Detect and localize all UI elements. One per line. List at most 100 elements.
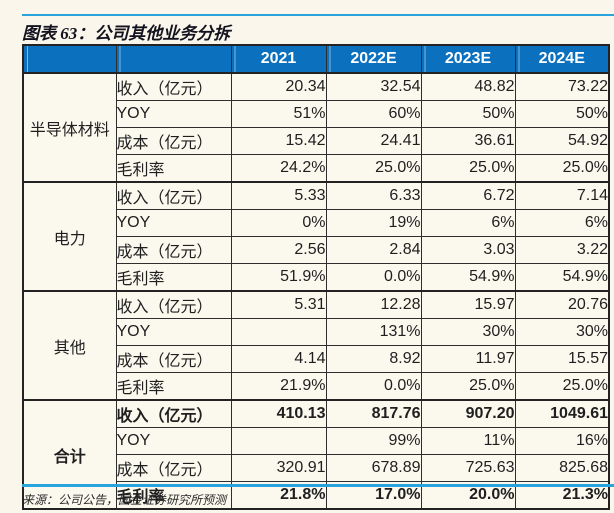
- metric-label-cell: 毛利率: [115, 154, 232, 183]
- value-cell: 51.9%: [230, 263, 327, 292]
- value-cell: 15.97: [420, 290, 516, 319]
- value-cell: 25.0%: [420, 372, 516, 401]
- value-cell: 0.0%: [325, 263, 422, 292]
- value-cell: 6%: [420, 209, 516, 237]
- value-cell: 15.57: [514, 345, 610, 373]
- group-label-cell: 合计: [22, 399, 117, 510]
- metric-label-cell: 收入（亿元）: [115, 399, 232, 428]
- business-breakdown-table: 2021 2022E 2023E 2024E 半导体材料 收入（亿元） 20.3…: [22, 44, 610, 510]
- top-accent-line: [22, 14, 614, 16]
- value-cell: 54.9%: [420, 263, 516, 292]
- value-cell: 15.42: [230, 127, 327, 155]
- table-row: 毛利率 24.2% 25.0% 25.0% 25.0%: [23, 154, 610, 183]
- metric-label-cell: 成本（亿元）: [115, 236, 232, 264]
- value-cell: 16%: [514, 427, 610, 455]
- value-cell: 7.14: [514, 181, 610, 210]
- metric-label-cell: YOY: [115, 427, 232, 455]
- value-cell: 99%: [325, 427, 422, 455]
- year-header-cell: 2021: [230, 44, 327, 74]
- value-cell: 73.22: [514, 72, 610, 101]
- value-cell: 3.22: [514, 236, 610, 264]
- metric-label-cell: 成本（亿元）: [115, 127, 232, 155]
- value-cell: 25.0%: [514, 372, 610, 401]
- value-cell: 907.20: [420, 399, 516, 428]
- bottom-accent-line: [22, 484, 614, 487]
- value-cell: 54.92: [514, 127, 610, 155]
- value-cell: 48.82: [420, 72, 516, 101]
- value-cell: 320.91: [230, 454, 327, 482]
- value-cell: 32.54: [325, 72, 422, 101]
- table-row: YOY 131% 30% 30%: [23, 318, 610, 346]
- table-row: 成本（亿元） 4.14 8.92 11.97 15.57: [23, 345, 610, 373]
- value-cell: 2.84: [325, 236, 422, 264]
- value-cell: 678.89: [325, 454, 422, 482]
- metric-label-cell: 收入（亿元）: [115, 290, 232, 319]
- table-row: 半导体材料 收入（亿元） 20.34 32.54 48.82 73.22: [22, 72, 610, 183]
- value-cell: 6.33: [325, 181, 422, 210]
- metric-label-cell: 收入（亿元）: [115, 181, 232, 210]
- table-row: 毛利率 21.8% 17.0% 20.0% 21.3%: [23, 481, 610, 510]
- table-row: 其他 收入（亿元） 5.31 12.28 15.97 20.76: [22, 290, 610, 401]
- value-cell: 60%: [325, 100, 422, 128]
- value-cell: 50%: [514, 100, 610, 128]
- value-cell: [230, 427, 327, 455]
- metric-label-cell: YOY: [115, 209, 232, 237]
- value-cell: 6%: [514, 209, 610, 237]
- header-blank-cell: [22, 44, 117, 74]
- value-cell: 2.56: [230, 236, 327, 264]
- table-row: 电力 收入（亿元） 5.33 6.33 6.72 7.14: [22, 181, 610, 292]
- value-cell: 5.33: [230, 181, 327, 210]
- table-row: YOY 51% 60% 50% 50%: [23, 100, 610, 128]
- metric-label-cell: 收入（亿元）: [115, 72, 232, 101]
- value-cell: 30%: [420, 318, 516, 346]
- value-cell: 21.9%: [230, 372, 327, 401]
- value-cell: 19%: [325, 209, 422, 237]
- value-cell: 20.34: [230, 72, 327, 101]
- value-cell: 25.0%: [325, 154, 422, 183]
- header-blank-cell: [115, 44, 232, 74]
- value-cell: 36.61: [420, 127, 516, 155]
- value-cell: 11.97: [420, 345, 516, 373]
- value-cell: 25.0%: [420, 154, 516, 183]
- value-cell: 5.31: [230, 290, 327, 319]
- value-cell: 0%: [230, 209, 327, 237]
- value-cell: 12.28: [325, 290, 422, 319]
- value-cell: 20.76: [514, 290, 610, 319]
- value-cell: 6.72: [420, 181, 516, 210]
- value-cell: 725.63: [420, 454, 516, 482]
- value-cell: 410.13: [230, 399, 327, 428]
- metric-label-cell: YOY: [115, 318, 232, 346]
- value-cell: 1049.61: [514, 399, 610, 428]
- year-header-cell: 2023E: [420, 44, 516, 74]
- value-cell: 25.0%: [514, 154, 610, 183]
- group-label-cell: 其他: [22, 290, 117, 401]
- value-cell: 825.68: [514, 454, 610, 482]
- year-header-cell: 2024E: [514, 44, 610, 74]
- metric-label-cell: 成本（亿元）: [115, 454, 232, 482]
- table-row: 毛利率 51.9% 0.0% 54.9% 54.9%: [23, 263, 610, 292]
- value-cell: 3.03: [420, 236, 516, 264]
- value-cell: 8.92: [325, 345, 422, 373]
- table-row: 成本（亿元） 15.42 24.41 36.61 54.92: [23, 127, 610, 155]
- table-row: YOY 0% 19% 6% 6%: [23, 209, 610, 237]
- value-cell: 24.41: [325, 127, 422, 155]
- page-title: 图表 63：公司其他业务分拆: [22, 24, 231, 43]
- table-row: 合计 收入（亿元） 410.13 817.76 907.20 1049.61: [22, 399, 610, 510]
- metric-label-cell: 毛利率: [115, 372, 232, 401]
- table-row: YOY 99% 11% 16%: [23, 427, 610, 455]
- value-cell: 131%: [325, 318, 422, 346]
- value-cell: 30%: [514, 318, 610, 346]
- value-cell: 54.9%: [514, 263, 610, 292]
- year-header-cell: 2022E: [325, 44, 422, 74]
- metric-label-cell: 成本（亿元）: [115, 345, 232, 373]
- source-note: 来源：公司公告，国金证券研究所预测: [22, 493, 227, 507]
- metric-label-cell: 毛利率: [115, 263, 232, 292]
- group-label-cell: 半导体材料: [22, 72, 117, 183]
- value-cell: 817.76: [325, 399, 422, 428]
- value-cell: 4.14: [230, 345, 327, 373]
- group-label-cell: 电力: [22, 181, 117, 292]
- value-cell: 11%: [420, 427, 516, 455]
- table-header-row: 2021 2022E 2023E 2024E: [22, 44, 610, 74]
- metric-label-cell: YOY: [115, 100, 232, 128]
